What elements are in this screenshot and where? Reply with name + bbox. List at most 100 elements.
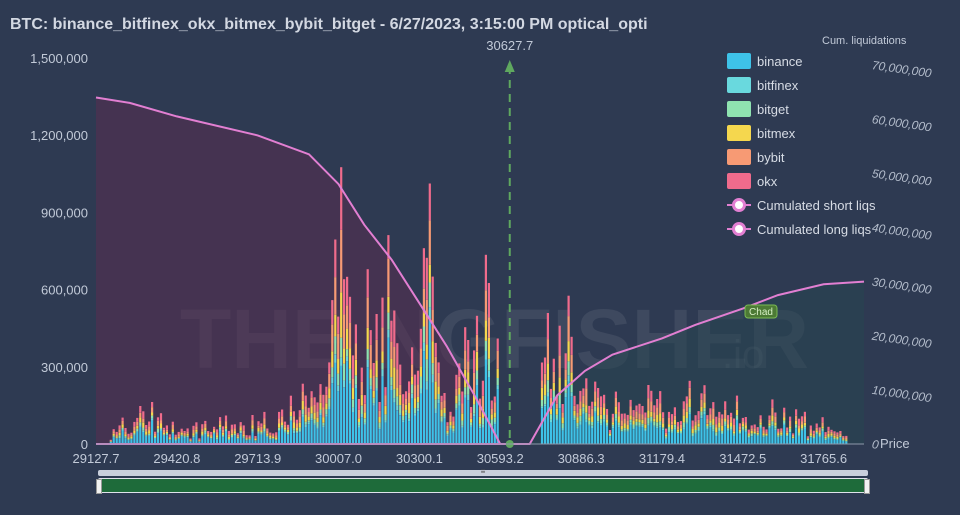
- bar-segment-bitget: [171, 431, 174, 434]
- bar-segment-bitmex: [727, 424, 730, 429]
- bar-segment-bitfinex: [662, 428, 665, 431]
- bar-segment-binance: [703, 414, 706, 444]
- bar-segment-bybit: [617, 412, 620, 417]
- bar-segment-okx: [673, 407, 676, 416]
- bar-segment-binance: [564, 397, 567, 444]
- bar-segment-binance: [641, 427, 644, 444]
- bar-segment-bybit: [316, 411, 319, 418]
- bar-segment-bitfinex: [617, 425, 620, 428]
- bar-segment-bybit: [446, 425, 449, 431]
- bar-segment-bybit: [375, 339, 378, 361]
- bar-segment-bitmex: [316, 417, 319, 422]
- bar-segment-binance: [706, 429, 709, 444]
- bar-segment-binance: [815, 434, 818, 444]
- bar-segment-bitmex: [635, 418, 638, 422]
- bar-segment-binance: [552, 401, 555, 444]
- bar-segment-bybit: [738, 426, 741, 430]
- bar-segment-okx: [283, 421, 287, 425]
- bar-segment-bybit: [230, 429, 233, 434]
- navigator-left-handle[interactable]: [96, 479, 102, 494]
- bar-segment-bitget: [605, 422, 609, 426]
- bar-segment-bitmex: [795, 420, 798, 425]
- bar-segment-bitmex: [543, 384, 547, 396]
- bar-segment-okx: [797, 418, 801, 426]
- bar-segment-binance: [233, 435, 236, 444]
- bar-segment-binance: [732, 435, 736, 444]
- bar-segment-bitfinex: [148, 434, 151, 436]
- bar-segment-bybit: [221, 429, 225, 433]
- bar-segment-bybit: [263, 418, 266, 425]
- bar-segment-okx: [272, 433, 275, 435]
- bar-segment-binance: [343, 387, 346, 444]
- bar-segment-bitmex: [809, 433, 812, 436]
- navigator-grip-icon[interactable]: ≡: [480, 467, 486, 476]
- bar-segment-binance: [115, 438, 118, 444]
- bar-segment-bitmex: [286, 429, 290, 432]
- bar-segment-binance: [354, 388, 357, 444]
- bar-segment-bitmex: [620, 425, 623, 430]
- bar-segment-bybit: [413, 385, 417, 398]
- y-left-tick-label: 600,000: [41, 283, 88, 298]
- navigator-window[interactable]: [98, 478, 868, 493]
- bar-segment-binance: [278, 431, 281, 444]
- bar-segment-bitmex: [694, 425, 697, 430]
- bar-segment-bitget: [594, 406, 597, 412]
- bar-segment-bitget: [354, 375, 357, 385]
- bar-segment-okx: [481, 380, 484, 396]
- bar-segment-okx: [629, 399, 632, 407]
- legend[interactable]: binance bitfinex bitget bitmex bybit okx Cumul…: [727, 53, 876, 237]
- bar-segment-binance: [340, 365, 343, 444]
- bar-segment-bitget: [487, 358, 490, 371]
- bar-segment-bitfinex: [331, 377, 334, 384]
- bar-segment-bitfinex: [458, 401, 461, 406]
- axes: 29127.7 29420.8 29713.9 30007.0 30300.1 30593…: [30, 35, 933, 466]
- bar-segment-binance: [156, 433, 160, 444]
- bar-segment-okx: [721, 414, 724, 419]
- bar-segment-okx: [118, 425, 121, 430]
- bar-segment-bitmex: [431, 341, 434, 364]
- bar-segment-bitfinex: [552, 397, 555, 402]
- bar-segment-bitmex: [301, 400, 304, 410]
- bar-segment-okx: [803, 411, 806, 417]
- bar-segment-okx: [493, 396, 496, 403]
- bar-segment-bybit: [151, 407, 154, 413]
- bar-segment-bitmex: [670, 424, 674, 430]
- bar-segment-bybit: [647, 398, 650, 411]
- navigator-right-handle[interactable]: [864, 479, 870, 494]
- bar-segment-bybit: [213, 428, 216, 431]
- bar-segment-bitget: [797, 432, 801, 436]
- legend-swatch-binance: [727, 53, 751, 69]
- navigator-track[interactable]: [98, 470, 868, 476]
- bar-segment-bitmex: [278, 423, 281, 428]
- bar-segment-bitfinex: [635, 425, 638, 427]
- range-navigator[interactable]: ≡: [96, 467, 870, 494]
- bar-segment-bitget: [251, 428, 254, 432]
- bar-segment-bitget: [269, 437, 272, 440]
- bar-segment-binance: [275, 440, 278, 444]
- x-tick-label: 29127.7: [73, 451, 120, 466]
- bar-segment-bitget: [626, 428, 629, 431]
- bar-segment-bybit: [278, 418, 281, 424]
- bar-segment-bybit: [127, 436, 130, 438]
- bar-segment-bitfinex: [443, 416, 446, 419]
- chad-badge: [744, 304, 778, 319]
- bar-segment-bitmex: [171, 429, 174, 432]
- bar-segment-binance: [224, 431, 228, 444]
- bar-segment-bitmex: [774, 422, 777, 426]
- bar-segment-okx: [724, 401, 727, 410]
- bar-segment-okx: [168, 434, 171, 437]
- bar-segment-bybit: [171, 425, 174, 430]
- bar-segment-bybit: [408, 392, 411, 403]
- bar-segment-bitget: [162, 434, 165, 436]
- bar-segment-bitmex: [130, 436, 133, 439]
- bar-segment-binance: [283, 432, 287, 444]
- bar-segment-bitmex: [821, 426, 824, 429]
- bar-segment-bitmex: [567, 341, 570, 362]
- bar-segment-binance: [171, 433, 174, 444]
- bar-segment-okx: [836, 432, 839, 435]
- bar-segment-bitfinex: [676, 433, 679, 434]
- bar-segment-bitmex: [174, 438, 177, 440]
- bar-segment-bybit: [765, 432, 768, 434]
- bar-segment-okx: [189, 438, 192, 440]
